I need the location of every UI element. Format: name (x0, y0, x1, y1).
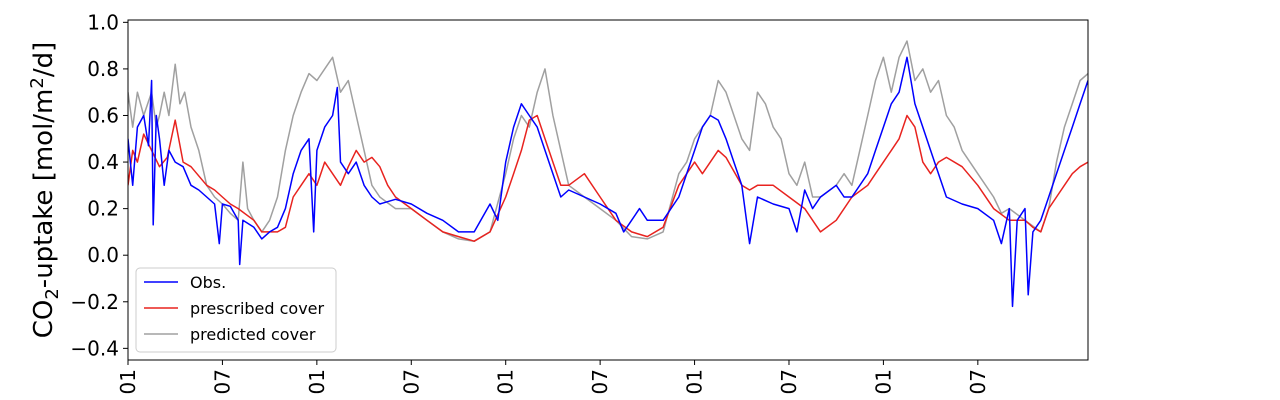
y-axis-title: CO2-uptake [mol/m2/d] (27, 42, 63, 339)
x-tick-label: 01 (116, 369, 140, 394)
legend-label-obs: Obs. (190, 273, 226, 292)
y-axis: 1.0 0.8 0.6 0.4 0.2 0.0 −0.2 −0.4 (70, 10, 128, 360)
x-tick-label: 07 (210, 369, 234, 394)
legend-label-predicted: predicted cover (190, 325, 316, 344)
y-tick-label: 1.0 (87, 10, 119, 34)
series-line-obs (128, 56, 1088, 308)
legend: Obs. prescribed cover predicted cover (135, 267, 337, 353)
y-tick-label: 0.4 (87, 150, 119, 174)
y-tick-label: 0.8 (87, 57, 119, 81)
legend-label-prescribed: prescribed cover (190, 299, 325, 318)
x-tick-label: 01 (305, 369, 329, 394)
x-axis: 01 07 01 07 01 07 01 07 01 07 (116, 360, 990, 394)
x-tick-label: 01 (871, 369, 895, 394)
legend-box (135, 267, 337, 353)
x-tick-label: 01 (683, 369, 707, 394)
y-tick-label: 0.6 (87, 103, 119, 127)
y-tick-label: 0.0 (87, 243, 119, 267)
plot-frame (127, 19, 1089, 361)
x-tick-label: 01 (494, 369, 518, 394)
series-line-predicted-cover (128, 40, 1088, 242)
y-tick-label: 0.2 (87, 197, 119, 221)
x-tick-label: 07 (399, 369, 423, 394)
x-tick-label: 07 (588, 369, 612, 394)
y-tick-label: −0.4 (70, 336, 119, 360)
x-tick-label: 07 (966, 369, 990, 394)
series-line-prescribed-cover (128, 114, 1088, 242)
x-tick-label: 07 (777, 369, 801, 394)
y-tick-label: −0.2 (70, 290, 119, 314)
series-layer (128, 40, 1088, 308)
